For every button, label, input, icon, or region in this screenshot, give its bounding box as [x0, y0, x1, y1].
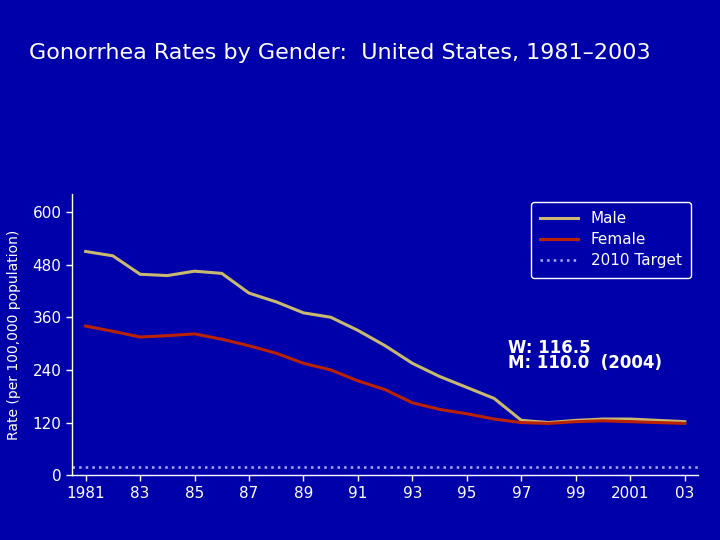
Text: Rate (per 100,000 population): Rate (per 100,000 population): [7, 230, 21, 440]
Text: Gonorrhea Rates by Gender:  United States, 1981–2003: Gonorrhea Rates by Gender: United States…: [29, 43, 650, 63]
Text: W: 116.5: W: 116.5: [508, 339, 590, 357]
Text: M: 110.0  (2004): M: 110.0 (2004): [508, 354, 662, 372]
Legend: Male, Female, 2010 Target: Male, Female, 2010 Target: [531, 202, 690, 278]
